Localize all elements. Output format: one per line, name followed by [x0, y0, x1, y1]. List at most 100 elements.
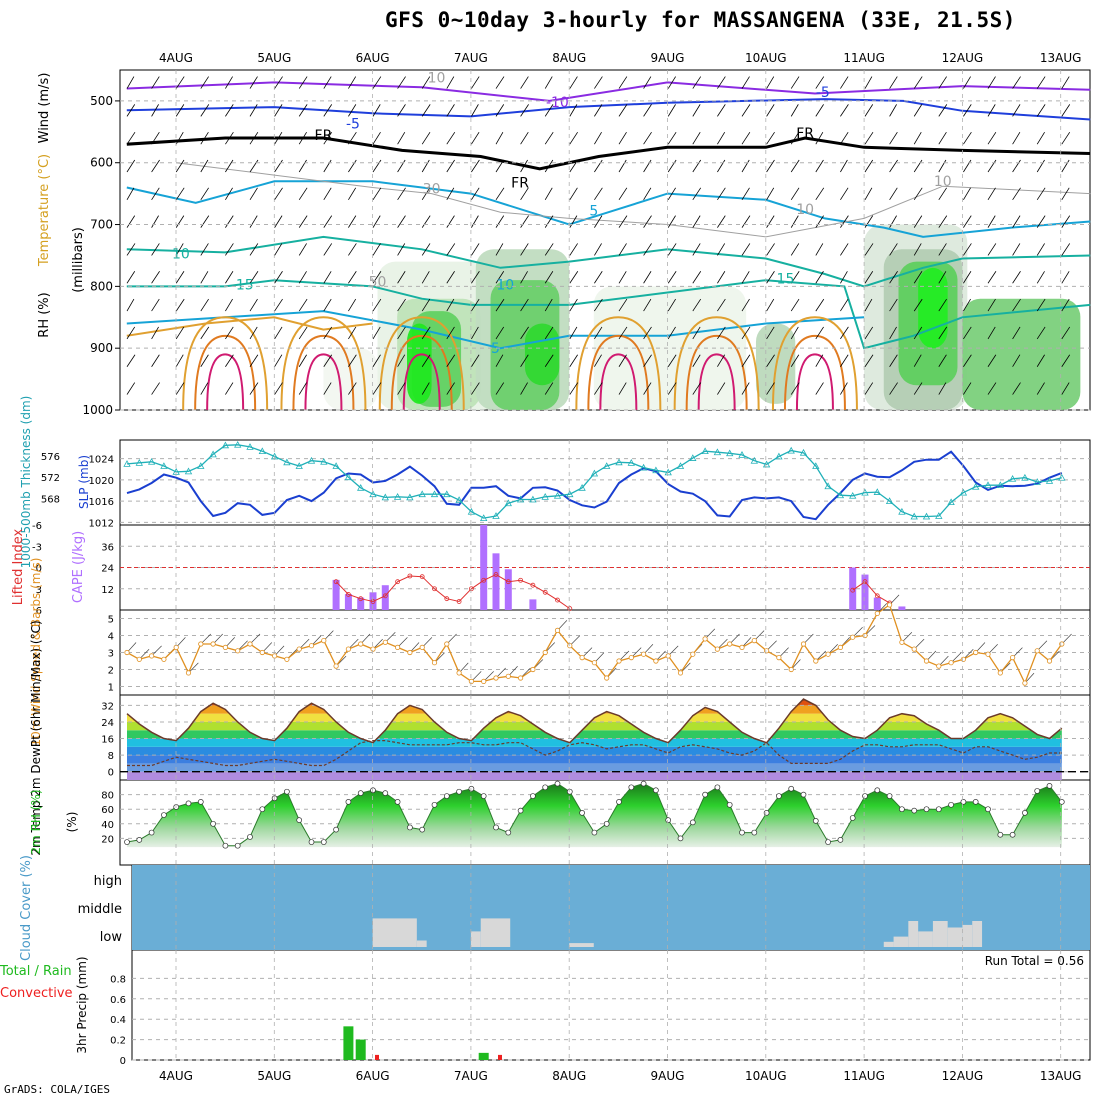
- thickness-point: [480, 514, 488, 521]
- cloud-bar: [883, 941, 894, 947]
- wind-point: [579, 654, 585, 661]
- thickness-point: [1045, 477, 1054, 484]
- wind-barb: [1061, 271, 1070, 284]
- contour-label: 50: [369, 274, 387, 290]
- contour-line: [126, 316, 373, 337]
- rh-point: [776, 793, 782, 799]
- wind-label: Wind (m/s): [37, 73, 52, 144]
- wind-barb: [692, 326, 701, 340]
- contour-line: [206, 353, 245, 411]
- wind-barb: [323, 131, 333, 145]
- thickness-point: [234, 440, 242, 448]
- wind-barb: [495, 131, 504, 145]
- wind-point: [185, 670, 192, 676]
- wind-barb: [815, 271, 824, 284]
- rh-point: [222, 842, 229, 849]
- wind-barb: [446, 104, 455, 117]
- rh-point: [812, 818, 819, 824]
- wind-barb: [987, 215, 996, 228]
- wind-barb: [274, 382, 283, 395]
- wind-point: [345, 646, 351, 652]
- li-point: [345, 592, 351, 597]
- thickness-point: [393, 493, 402, 500]
- wind-point: [800, 641, 807, 647]
- rh-shade: [593, 286, 747, 410]
- temp-tick-label: 24: [101, 718, 114, 729]
- wind-barb: [1012, 298, 1021, 312]
- contour-line: [194, 334, 257, 411]
- wind-barb: [643, 187, 652, 201]
- wind-barb: [815, 104, 824, 117]
- wind-barb: [815, 187, 825, 201]
- temp-axis-title: 2m Temp 2m DewPt (6hr Min/Max) (°C): [29, 620, 43, 855]
- temp-band: [127, 746, 1062, 756]
- li-point: [395, 579, 401, 585]
- wind-barb: [667, 187, 676, 201]
- wind-point: [493, 675, 499, 681]
- wind-barb: [741, 159, 750, 173]
- rh-point: [284, 788, 290, 795]
- wind-barb: [397, 187, 406, 201]
- rh-point: [788, 785, 795, 792]
- wind-barb: [618, 131, 627, 145]
- date-label-top: 12AUG: [942, 51, 984, 65]
- contour-line: [685, 334, 748, 411]
- cape-bar: [332, 579, 340, 610]
- thickness-point: [147, 457, 156, 465]
- wind-point: [751, 637, 757, 644]
- wind-barb: [421, 131, 431, 145]
- wind-barb: [667, 104, 676, 117]
- wind-barb: [987, 271, 997, 284]
- wind-barb: [790, 131, 800, 145]
- temp-band: [127, 713, 1062, 722]
- wind-barb: [815, 298, 825, 312]
- contour-line: [126, 310, 865, 350]
- contour-label: 15: [777, 271, 795, 287]
- wind-barb: [175, 104, 185, 117]
- wind-barb: [741, 104, 751, 117]
- wind-barb: [225, 215, 234, 228]
- li-point: [542, 589, 548, 595]
- wind-barb: [618, 159, 627, 173]
- thickness-point: [603, 462, 611, 469]
- wind-point: [456, 670, 462, 676]
- wind-barb: [741, 382, 750, 395]
- wind-barb: [348, 354, 357, 367]
- wind-point: [616, 658, 622, 664]
- wind-point: [308, 643, 315, 649]
- rh-point: [579, 809, 585, 816]
- wind-barb: [175, 326, 185, 340]
- wind-barb: [397, 76, 406, 89]
- wind-barb: [1012, 326, 1021, 340]
- precip-total-bar: [343, 1026, 354, 1060]
- wind-point: [161, 656, 167, 662]
- wind-barb: [766, 298, 775, 312]
- wind-barb: [151, 104, 159, 117]
- wind-barb: [741, 187, 750, 201]
- wind-point: [862, 632, 868, 639]
- wind-barb: [544, 159, 554, 173]
- rh-point: [948, 801, 954, 808]
- li-tick-label: 0: [36, 564, 42, 575]
- wind-barb: [741, 215, 751, 228]
- wind-barb: [987, 187, 996, 201]
- wind-barb: [1012, 187, 1021, 201]
- thickness-point: [430, 490, 439, 498]
- wind-barb: [323, 354, 333, 367]
- wind-barb: [569, 104, 578, 117]
- wind-point: [382, 639, 388, 645]
- wind-barb: [397, 298, 406, 312]
- wind-barb: [987, 76, 996, 89]
- wind-barb: [274, 76, 283, 89]
- wind-barb: [274, 298, 283, 312]
- cape-bar: [529, 599, 537, 610]
- rh-point: [345, 799, 352, 805]
- thickness-point: [381, 493, 389, 501]
- wind-barb: [692, 298, 702, 312]
- wind-barb: [889, 104, 897, 117]
- thickness-tick-label: 572: [41, 473, 60, 484]
- rh-point: [960, 799, 967, 805]
- wind-barb: [372, 271, 382, 284]
- wind-barb: [692, 382, 702, 395]
- wind-point: [985, 651, 991, 657]
